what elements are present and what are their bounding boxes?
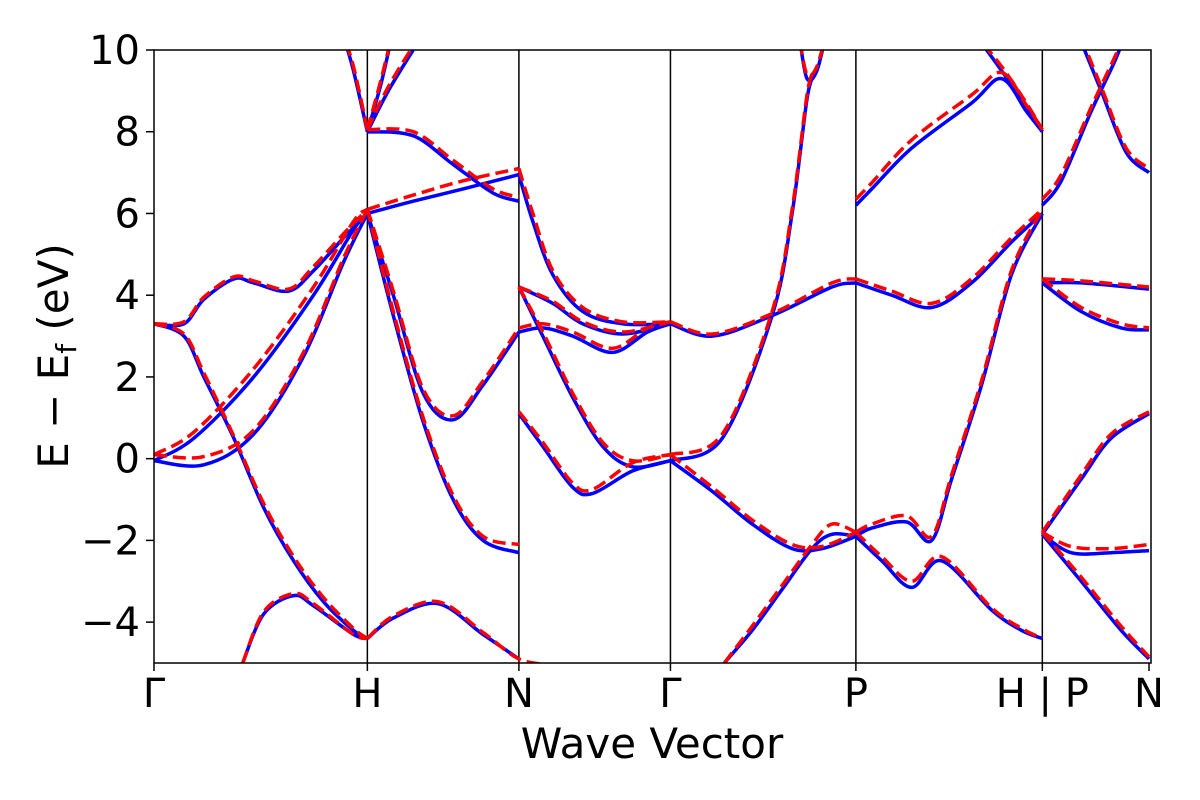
y-axis-ticks: −4 −2 0 2 4 6 8 10	[81, 28, 154, 646]
band-line-dashed	[367, 127, 520, 199]
band-line-dashed	[854, 530, 1044, 641]
band-line-dashed	[366, 166, 520, 212]
band-line-dashed	[366, 599, 551, 663]
band-line-solid	[669, 281, 857, 338]
band-line-dashed	[154, 207, 369, 457]
band-line-dashed	[517, 286, 671, 463]
band-line-solid	[1040, 412, 1150, 536]
y-tick-label: −2	[81, 518, 140, 564]
band-line-dashed	[365, 50, 391, 131]
band-line-dashed	[1040, 410, 1150, 534]
band-line-solid	[366, 172, 520, 216]
band-line-solid	[855, 212, 1044, 544]
band-line-dashed	[154, 208, 369, 460]
band-line-solid	[1042, 280, 1150, 291]
x-tick-label: Γ	[659, 671, 682, 717]
band-line-dashed	[241, 591, 368, 663]
band-line-dashed	[154, 322, 369, 640]
band-line-solid	[722, 531, 857, 663]
y-tick-label: 4	[115, 273, 140, 319]
band-line-solid	[669, 459, 857, 553]
band-line-solid	[669, 73, 816, 463]
x-axis-ticks: Γ H N Γ P H | P N	[143, 663, 1164, 717]
band-line-solid	[517, 286, 671, 470]
x-axis-label: Wave Vector	[521, 719, 784, 768]
band-line-dashed	[517, 167, 671, 325]
band-line-dashed	[669, 453, 857, 550]
band-line-dashed	[722, 522, 857, 663]
y-tick-label: 6	[115, 191, 140, 237]
x-tick-label: P	[844, 671, 868, 717]
x-tick-label: N	[1134, 671, 1164, 717]
y-tick-label: 8	[115, 110, 140, 156]
band-line-solid	[1041, 281, 1150, 332]
band-line-dashed	[517, 410, 671, 493]
band-line-dashed	[346, 50, 370, 131]
band-line-dashed	[154, 208, 369, 327]
band-line-solid	[365, 50, 415, 133]
y-tick-label: 2	[115, 355, 140, 401]
band-line-solid	[984, 50, 1044, 133]
band-line-dashed	[1040, 531, 1151, 659]
band-line-solid	[517, 412, 671, 497]
band-line-solid	[154, 212, 369, 328]
band-line-solid	[154, 212, 369, 463]
band-line-solid	[517, 174, 671, 327]
plot-frame	[153, 49, 1152, 664]
band-line-dashed	[669, 69, 816, 457]
band-line-dashed	[518, 285, 671, 334]
y-tick-label: 0	[115, 437, 140, 483]
x-tick-label: N	[504, 671, 534, 717]
x-tick-label: H	[352, 671, 382, 717]
y-axis-label: E − Ef (eV)	[29, 243, 83, 469]
band-line-solid	[854, 535, 1043, 641]
band-line-dashed	[1040, 50, 1120, 201]
band-line-dashed	[854, 70, 1044, 201]
band-line-dashed	[855, 208, 1044, 306]
band-line-solid	[365, 212, 521, 422]
band-line-dashed	[365, 208, 520, 547]
band-line-solid	[366, 601, 520, 661]
x-tick-label: Γ	[143, 671, 166, 717]
band-lines	[154, 50, 1151, 663]
band-line-dashed	[669, 277, 857, 336]
band-line-solid	[854, 76, 1044, 207]
band-line-solid	[345, 50, 370, 133]
band-line-solid	[154, 212, 369, 468]
x-tick-label: H | P	[996, 671, 1089, 717]
band-line-dashed	[799, 50, 824, 78]
band-line-dashed	[1084, 50, 1151, 170]
band-line-dashed	[1041, 277, 1150, 330]
y-tick-label: 10	[89, 28, 140, 74]
y-tick-label: −4	[81, 600, 140, 646]
band-line-dashed	[855, 208, 1044, 540]
band-line-solid	[1041, 532, 1150, 556]
band-line-solid	[855, 212, 1044, 310]
band-line-dashed	[365, 50, 413, 131]
band-line-dashed	[1042, 277, 1150, 289]
kpoint-divider-lines	[366, 50, 1044, 663]
band-line-solid	[367, 129, 520, 203]
band-line-dashed	[365, 208, 521, 418]
band-line-solid	[365, 213, 520, 555]
band-line-solid	[1040, 533, 1151, 661]
